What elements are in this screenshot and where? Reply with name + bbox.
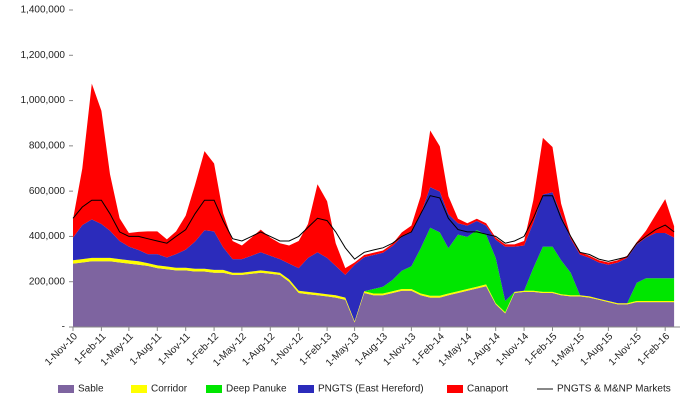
legend-swatch <box>206 385 222 393</box>
legend-swatch <box>298 385 314 393</box>
y-tick-label: 400,000 <box>29 231 66 242</box>
legend-swatch <box>447 385 463 393</box>
legend-label: Corridor <box>151 384 188 395</box>
y-tick-label: 1,400,000 <box>21 5 66 16</box>
area <box>73 83 675 275</box>
legend-label: Deep Panuke <box>226 384 287 395</box>
y-tick-label: 200,000 <box>29 276 66 287</box>
area <box>73 261 675 327</box>
markets-line <box>72 195 675 262</box>
legend-label: PNGTS & M&NP Markets <box>557 384 671 395</box>
y-tick-label: 1,200,000 <box>21 50 66 61</box>
area <box>73 187 675 322</box>
legend-label: Canaport <box>467 384 508 395</box>
y-tick-label: - <box>62 322 65 333</box>
area <box>73 227 675 322</box>
legend-swatch <box>58 385 74 393</box>
legend-swatch <box>131 385 147 393</box>
y-tick-label: 800,000 <box>29 140 66 151</box>
legend-label: Sable <box>78 384 104 395</box>
y-tick-label: 600,000 <box>29 186 66 197</box>
legend-label: PNGTS (East Hereford) <box>318 384 424 395</box>
y-tick-label: 1,000,000 <box>21 95 66 106</box>
x-tick-label: 1-Feb-16 <box>636 331 673 368</box>
